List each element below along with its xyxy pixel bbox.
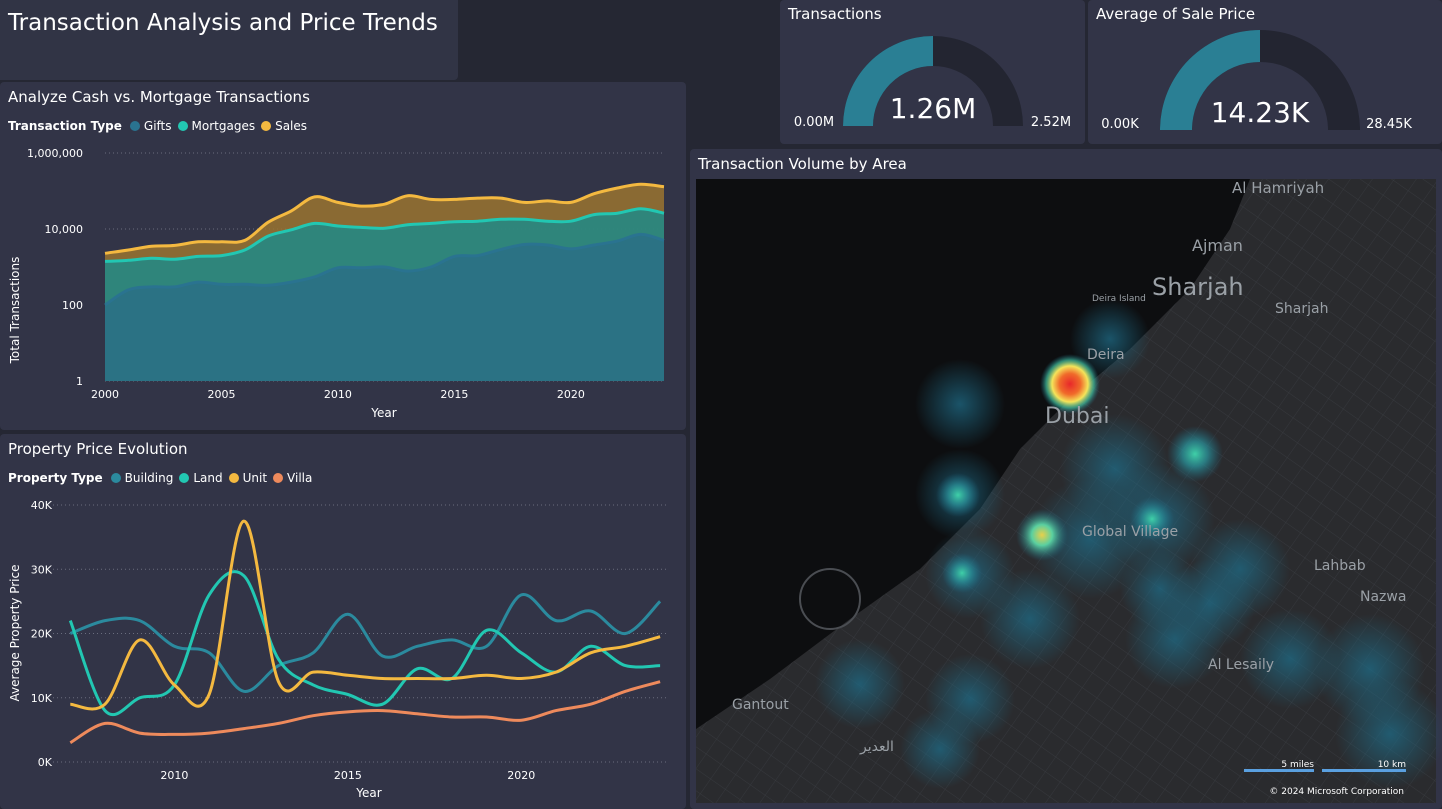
legend-dot xyxy=(273,473,284,483)
line-gifts[interactable] xyxy=(104,232,665,307)
chart-legend: Transaction Type Gifts Mortgages Sales xyxy=(8,119,313,133)
legend-label: Villa xyxy=(287,471,313,485)
palm-island xyxy=(799,568,861,630)
scale-km: 10 km xyxy=(1378,760,1406,770)
legend-label: Mortgages xyxy=(191,119,256,133)
property-price-line-chart: 0K 10K 20K 30K 40K 2010 2015 2020 Average Prope… xyxy=(8,499,667,800)
x-axis-title: Year xyxy=(355,786,381,800)
property-price-chart-panel[interactable]: Property Price Evolution Property Type B… xyxy=(0,434,686,809)
sale-price-gauge: 14.23K 0.00K 28.45K xyxy=(1101,30,1412,132)
map-scale: 5 miles 10 km © 2024 Microsoft Corporati… xyxy=(1244,760,1406,797)
legend-dot xyxy=(110,473,121,483)
gauge-fill xyxy=(843,36,933,126)
y-tick-label: 30K xyxy=(31,563,53,576)
map-label: العدير xyxy=(859,739,894,755)
page-title: Transaction Analysis and Price Trends xyxy=(8,10,438,36)
gauge-max: 28.45K xyxy=(1366,117,1412,132)
line-sales[interactable] xyxy=(104,182,665,255)
gauge-fill xyxy=(1160,30,1260,130)
heat-blobs xyxy=(815,299,1442,789)
map-label: Global Village xyxy=(1082,524,1178,540)
gauge-min: 0.00K xyxy=(1101,117,1139,132)
legend-title: Property Type xyxy=(8,471,103,485)
map-labels: Al Hamriyah Ajman Sharjah Sharjah Deira … xyxy=(732,179,1406,755)
card-title: Transactions xyxy=(788,5,882,23)
legend-item-unit[interactable]: Unit xyxy=(228,471,268,485)
transaction-map-panel[interactable]: Transaction Volume by Area xyxy=(690,149,1442,809)
map-label: Sharjah xyxy=(1152,273,1244,301)
x-tick-label: 2020 xyxy=(557,388,585,401)
legend-label: Gifts xyxy=(143,119,172,133)
legend-item-villa[interactable]: Villa xyxy=(273,471,312,485)
legend-label: Building xyxy=(124,471,174,485)
map-label: Deira Island xyxy=(1092,294,1146,304)
x-tick-label: 2010 xyxy=(324,388,352,401)
chart-legend: Property Type Building Land Unit Villa xyxy=(8,471,318,485)
map-title: Transaction Volume by Area xyxy=(698,155,907,173)
x-tick-label: 2020 xyxy=(507,769,535,782)
y-tick-label: 10,000 xyxy=(45,223,84,236)
y-axis-title: Average Property Price xyxy=(8,565,22,702)
line-unit[interactable] xyxy=(70,519,661,711)
legend-title: Transaction Type xyxy=(8,119,122,133)
transactions-gauge: 1.26M 0.00M 2.52M xyxy=(794,36,1071,130)
legend-label: Unit xyxy=(242,471,268,485)
y-tick-label: 1,000,000 xyxy=(27,147,83,160)
map-label: Dubai xyxy=(1045,404,1109,429)
y-tick-label: 100 xyxy=(62,299,83,312)
heat-map[interactable]: Al Hamriyah Ajman Sharjah Sharjah Deira … xyxy=(690,149,1442,809)
map-label: Nazwa xyxy=(1360,589,1406,605)
legend-dot xyxy=(129,121,140,131)
x-tick-label: 2015 xyxy=(334,769,362,782)
legend-label: Land xyxy=(193,471,223,485)
legend-item-building[interactable]: Building xyxy=(110,471,174,485)
chart-title: Analyze Cash vs. Mortgage Transactions xyxy=(8,88,310,106)
line-building[interactable] xyxy=(69,593,662,693)
x-tick-label: 2015 xyxy=(440,388,468,401)
x-tick-label: 2010 xyxy=(160,769,188,782)
x-axis-title: Year xyxy=(370,406,396,420)
map-label: Deira xyxy=(1087,347,1125,363)
scale-miles: 5 miles xyxy=(1281,760,1314,770)
map-label: Al Lesaily xyxy=(1208,657,1274,673)
gauge-max: 2.52M xyxy=(1031,115,1071,130)
sale-price-card[interactable]: Average of Sale Price 14.23K 0.00K 28.45… xyxy=(1088,0,1442,144)
title-panel: Transaction Analysis and Price Trends xyxy=(0,0,458,80)
legend-dot xyxy=(261,121,272,131)
legend-dot xyxy=(179,473,190,483)
legend-dot xyxy=(228,473,239,483)
map-label: Lahbab xyxy=(1314,558,1366,574)
legend-item-gifts[interactable]: Gifts xyxy=(129,119,172,133)
map-label: Al Hamriyah xyxy=(1232,179,1324,197)
cash-mortgage-chart-panel[interactable]: Analyze Cash vs. Mortgage Transactions T… xyxy=(0,82,686,430)
map-label: Ajman xyxy=(1192,236,1243,255)
gauge-value: 1.26M xyxy=(890,92,977,125)
y-tick-label: 40K xyxy=(31,499,53,512)
gauge-value: 14.23K xyxy=(1211,96,1310,129)
y-tick-label: 1 xyxy=(76,375,83,388)
chart-title: Property Price Evolution xyxy=(8,440,188,458)
y-tick-label: 10K xyxy=(31,692,53,705)
line-mortgages[interactable] xyxy=(104,207,665,263)
area-gifts xyxy=(105,234,664,381)
transactions-card[interactable]: Transactions 1.26M 0.00M 2.52M xyxy=(780,0,1085,144)
map-copyright: © 2024 Microsoft Corporation xyxy=(1269,787,1404,797)
line-land[interactable] xyxy=(68,570,661,717)
y-tick-label: 0K xyxy=(38,756,53,769)
map-label: Gantout xyxy=(732,697,789,713)
x-tick-label: 2000 xyxy=(91,388,119,401)
x-tick-label: 2005 xyxy=(207,388,235,401)
map-label: Sharjah xyxy=(1275,301,1328,317)
line-villa[interactable] xyxy=(69,680,661,745)
y-axis-title: Total Transactions xyxy=(8,257,22,365)
card-title: Average of Sale Price xyxy=(1096,5,1256,23)
legend-label: Sales xyxy=(275,119,308,133)
gauge-min: 0.00M xyxy=(794,115,834,130)
legend-dot xyxy=(177,121,188,131)
legend-item-sales[interactable]: Sales xyxy=(261,119,307,133)
legend-item-land[interactable]: Land xyxy=(179,471,223,485)
legend-item-mortgages[interactable]: Mortgages xyxy=(177,119,256,133)
y-tick-label: 20K xyxy=(31,628,53,641)
